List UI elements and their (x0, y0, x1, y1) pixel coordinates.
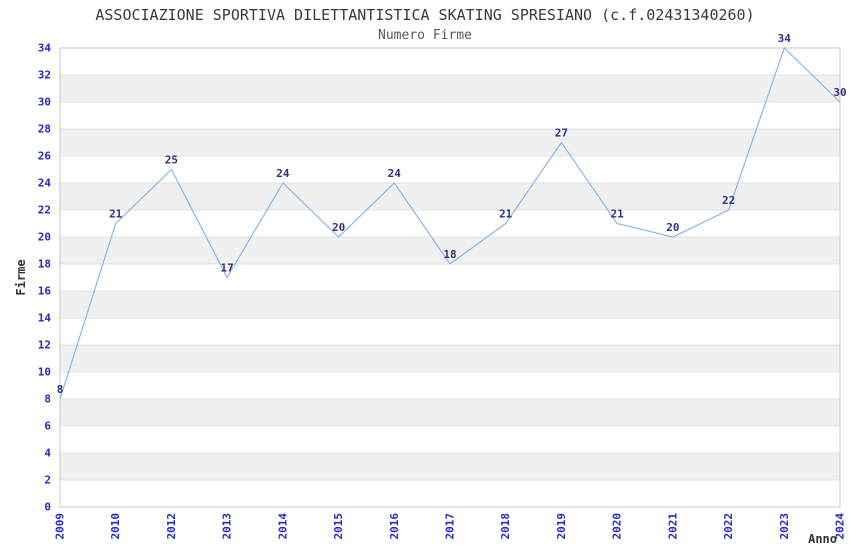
x-axis-tick-label: 2024 (834, 513, 847, 540)
y-axis-tick-label: 34 (38, 42, 52, 55)
data-point-label: 25 (165, 154, 178, 167)
y-axis-tick-label: 10 (38, 366, 51, 379)
y-axis-tick-label: 18 (38, 258, 51, 271)
x-axis-tick-label: 2012 (165, 513, 178, 540)
plot-border (59, 47, 841, 508)
data-line-series (59, 47, 841, 400)
x-axis-tick-label: 2022 (722, 513, 735, 540)
data-point-label: 18 (443, 248, 456, 261)
data-point-label: 24 (388, 167, 402, 180)
y-axis-tick-label: 28 (38, 123, 51, 136)
data-point-label: 8 (57, 383, 64, 396)
y-axis-tick-label: 4 (44, 447, 51, 460)
y-axis-tick-label: 30 (38, 96, 51, 109)
y-axis-tick-label: 26 (38, 150, 52, 163)
grid-band (60, 291, 840, 318)
grid-band (60, 129, 840, 156)
data-point-label: 20 (666, 221, 679, 234)
x-axis-tick-label: 2017 (444, 513, 457, 540)
y-axis-tick-label: 6 (44, 420, 51, 433)
grid-band (60, 75, 840, 102)
x-axis-title: Anno (808, 532, 837, 546)
x-axis-tick-label: 2019 (555, 513, 568, 540)
y-axis-tick-label: 12 (38, 339, 51, 352)
x-axis-tick-label: 2015 (332, 513, 345, 540)
y-axis-tick-label: 16 (38, 285, 52, 298)
data-point-label: 34 (778, 32, 792, 45)
x-axis-tick-label: 2009 (54, 513, 67, 540)
y-axis-tick-label: 8 (44, 393, 51, 406)
y-axis-title: Firme (14, 259, 28, 295)
y-axis-tick-label: 24 (38, 177, 52, 190)
x-axis-tick-label: 2014 (276, 513, 289, 540)
data-point-label: 30 (833, 86, 846, 99)
chart-subtitle: Numero Firme (378, 28, 472, 43)
data-point-label: 27 (555, 127, 568, 140)
data-point-label: 21 (109, 208, 123, 221)
x-axis-tick-label: 2016 (388, 513, 401, 540)
data-point-label: 22 (722, 194, 735, 207)
data-point-label: 20 (332, 221, 345, 234)
data-point-label: 17 (220, 262, 233, 275)
grid-band (60, 453, 840, 480)
data-point-label: 24 (276, 167, 290, 180)
x-axis-tick-label: 2023 (778, 513, 791, 540)
y-axis-tick-label: 14 (38, 312, 52, 325)
y-axis-tick-label: 20 (38, 231, 51, 244)
y-axis-tick-label: 2 (44, 474, 51, 487)
chart-title: ASSOCIAZIONE SPORTIVA DILETTANTISTICA SK… (95, 6, 755, 24)
data-point-label: 21 (610, 208, 624, 221)
data-point-label: 21 (499, 208, 513, 221)
y-axis-tick-label: 0 (44, 501, 51, 514)
x-axis-tick-label: 2021 (666, 513, 679, 540)
y-axis-tick-label: 22 (38, 204, 51, 217)
x-axis-tick-label: 2010 (109, 513, 122, 540)
grid-band (60, 237, 840, 264)
grid-band (60, 399, 840, 426)
x-axis-tick-label: 2013 (221, 513, 234, 540)
x-axis-tick-label: 2018 (499, 513, 512, 540)
y-axis-tick-label: 32 (38, 69, 51, 82)
grid-band (60, 345, 840, 372)
x-axis-tick-label: 2020 (611, 513, 624, 540)
